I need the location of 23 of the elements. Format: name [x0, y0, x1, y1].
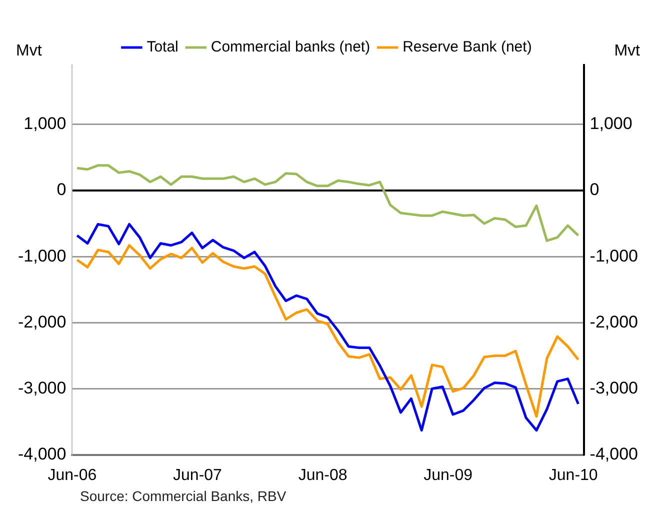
y-tick-label: -2,000	[18, 312, 66, 332]
y-axis-title: Mvt	[16, 42, 42, 60]
y2-tick-label: -4,000	[590, 444, 638, 464]
source-note: Source: Commercial Banks, RBV	[80, 488, 288, 504]
x-tick-label: Jun-06	[48, 466, 97, 484]
x-tick-label: Jun-07	[173, 466, 222, 484]
legend-label: Reserve Bank (net)	[402, 38, 532, 56]
y2-tick-label: -3,000	[590, 378, 638, 398]
x-tick-label: Jun-09	[424, 466, 473, 484]
y2-tick-label: -1,000	[590, 246, 638, 266]
y2-tick-label: 0	[590, 180, 600, 200]
y-tick-label: -3,000	[18, 378, 66, 398]
legend-label: Commercial banks (net)	[210, 38, 370, 56]
x-tick-label: Jun-10	[548, 466, 598, 484]
y-tick-label: -4,000	[18, 444, 66, 464]
y-tick-label: 0	[56, 180, 66, 200]
y2-tick-label: -2,000	[590, 312, 638, 332]
x-tick-label: Jun-08	[298, 466, 348, 484]
legend-label: Total	[146, 38, 178, 56]
y-tick-label: 1,000	[24, 114, 66, 134]
y2-tick-label: 1,000	[590, 114, 632, 134]
y2-axis-title: Mvt	[614, 42, 641, 60]
y-tick-label: -1,000	[18, 246, 66, 266]
